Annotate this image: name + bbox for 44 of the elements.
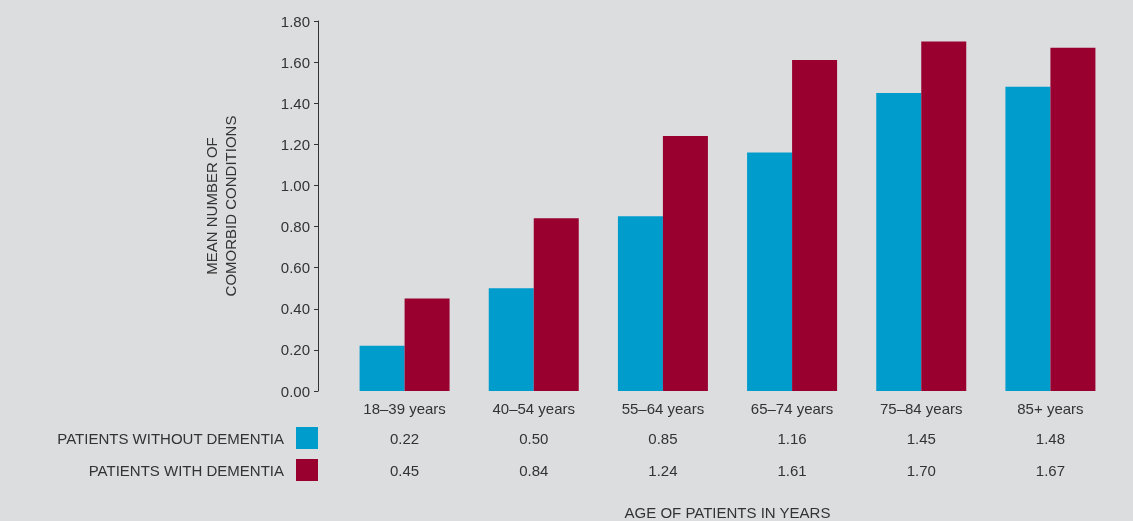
bar bbox=[1005, 86, 1051, 391]
text: AGE OF PATIENTS IN YEARS bbox=[624, 503, 831, 521]
x-tick-label: 40–54 years bbox=[492, 400, 576, 417]
x-tick-label: 55–64 years bbox=[621, 400, 705, 417]
data-label: 0.50 bbox=[519, 429, 549, 447]
bar bbox=[617, 216, 663, 391]
y-tick-label: 0.40 bbox=[280, 300, 310, 318]
bar bbox=[662, 136, 708, 391]
y-tick-label: 1.60 bbox=[280, 53, 310, 71]
bar bbox=[359, 345, 405, 391]
data-label: 1.16 bbox=[777, 429, 807, 447]
x-tick-label: 85+ years bbox=[1017, 400, 1084, 417]
x-tick-label: 75–84 years bbox=[879, 400, 963, 417]
bar bbox=[404, 298, 450, 391]
bar bbox=[488, 288, 534, 391]
data-label: 0.85 bbox=[648, 429, 678, 447]
y-tick-label: 1.20 bbox=[280, 135, 310, 153]
y-tick-label: 0.00 bbox=[280, 382, 310, 400]
x-tick-label: 65–74 years bbox=[750, 400, 834, 417]
y-tick-label: 0.80 bbox=[280, 218, 310, 236]
y-tick-label: 1.40 bbox=[280, 94, 310, 112]
x-tick-label: 18–39 years bbox=[363, 400, 446, 417]
data-label: 1.67 bbox=[1035, 461, 1066, 479]
data-label: 1.45 bbox=[906, 429, 936, 447]
legend-label: PATIENTS WITHOUT DEMENTIA bbox=[57, 429, 284, 447]
bar bbox=[747, 152, 793, 391]
y-axis-title: MEAN NUMBER OF COMORBID CONDITIONS bbox=[203, 115, 239, 297]
y-tick-label: 1.80 bbox=[280, 12, 310, 30]
data-label: 1.61 bbox=[777, 461, 807, 479]
y-tick-label: 0.20 bbox=[280, 341, 310, 359]
data-label: 0.22 bbox=[389, 429, 420, 447]
y-tick-label: 1.00 bbox=[280, 176, 310, 194]
data-label: 0.45 bbox=[389, 461, 420, 479]
data-label: 1.70 bbox=[906, 461, 936, 479]
bar bbox=[876, 92, 922, 391]
bar bbox=[921, 41, 967, 391]
data-label: 0.84 bbox=[519, 461, 549, 479]
data-label: 1.48 bbox=[1035, 429, 1066, 447]
legend-label: PATIENTS WITH DEMENTIA bbox=[88, 461, 284, 479]
bar bbox=[533, 218, 579, 391]
bar bbox=[1050, 47, 1096, 391]
y-tick-label: 0.60 bbox=[280, 259, 310, 277]
data-label: 1.24 bbox=[648, 461, 678, 479]
bar bbox=[792, 60, 838, 391]
